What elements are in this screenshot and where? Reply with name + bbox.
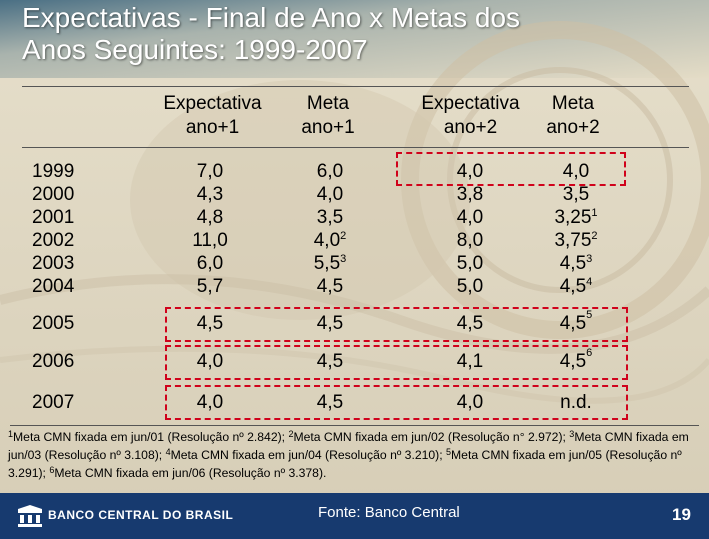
year-cell: 2002	[32, 230, 75, 251]
page-number: 19	[672, 505, 691, 524]
value-cell: 5,0	[456, 276, 484, 297]
value-cell: 4,0	[196, 392, 224, 413]
value-cell: 7,0	[196, 161, 224, 182]
title-line-2: Anos Seguintes: 1999-2007	[22, 34, 368, 65]
year-cell: 2004	[32, 276, 75, 297]
highlight-box-2007	[165, 385, 628, 420]
value-cell: 3,5	[562, 184, 590, 205]
value-cell: 3,752	[554, 230, 598, 251]
table-top-rule	[22, 86, 689, 87]
value-cell: 4,5	[196, 313, 224, 334]
year-cell: 1999	[32, 161, 75, 182]
year-cell-2006: 2006	[32, 351, 75, 372]
value-cell: 4,0	[456, 161, 484, 182]
value-cell: 4,5	[316, 313, 344, 334]
source-label: Fonte: Banco Central	[318, 504, 460, 521]
years-column: 1999 2000 2001 2002 2003 2004	[32, 160, 92, 298]
value-cell: 4,5	[316, 276, 344, 297]
value-cell: 4,1	[456, 351, 484, 372]
value-cell: 4,0	[456, 392, 484, 413]
year-cell-2007: 2007	[32, 392, 75, 413]
bcb-logo-text: BANCO CENTRAL DO BRASIL	[48, 508, 234, 522]
highlight-box-1999-ano2	[396, 152, 626, 186]
value-cell: 11,0	[192, 230, 228, 251]
value-cell: 3,8	[456, 184, 484, 205]
value-cell: 4,0	[196, 351, 224, 372]
title-line-1: Expectativas - Final de Ano x Metas dos	[22, 2, 521, 33]
value-cell: 5,7	[196, 276, 224, 297]
bcb-logo-icon	[18, 505, 42, 527]
value-cell: 5,53	[313, 253, 347, 274]
value-cell: 4,3	[196, 184, 224, 205]
value-cell: 4,5	[456, 313, 484, 334]
value-cell: 4,54	[559, 276, 593, 297]
value-cell: 4,5	[316, 351, 344, 372]
expectativa-ano1-column: 7,0 4,3 4,8 11,0 6,0 5,7	[170, 160, 250, 298]
value-cell: 4,55	[559, 309, 593, 334]
table-header-rule	[22, 147, 689, 148]
slide-title: Expectativas - Final de Ano x Metas dos …	[22, 2, 702, 66]
value-cell: 6,0	[196, 253, 224, 274]
meta-ano1-column: 6,0 4,0 3,5 4,02 5,53 4,5	[290, 160, 370, 298]
value-cell: 3,251	[554, 207, 598, 228]
value-cell: 4,56	[559, 347, 593, 372]
footnote-2: Meta CMN fixada em jun/02 (Resolução n° …	[293, 430, 566, 444]
meta-ano2-column: 4,0 3,5 3,251 3,752 4,53 4,54	[536, 160, 616, 298]
footnote-5: Meta CMN fixada em jun/05 (Resolução nº …	[8, 448, 682, 480]
year-cell: 2001	[32, 207, 75, 228]
value-cell: 4,53	[559, 253, 593, 274]
header-meta-ano2: Meta ano+2	[546, 93, 600, 138]
year-cell-2005: 2005	[32, 313, 75, 334]
value-cell: 5,0	[456, 253, 484, 274]
year-cell: 2000	[32, 184, 75, 205]
highlight-box-2005	[165, 307, 628, 342]
expectativa-ano2-column: 4,0 3,8 4,0 8,0 5,0 5,0	[430, 160, 510, 298]
footnote-6: Meta CMN fixada em jun/06 (Resolução nº …	[54, 466, 327, 480]
header-expectativa-ano2: Expectativa ano+2	[421, 93, 520, 138]
footnote-3: Meta CMN fixada em jun/03 (Resolução nº …	[8, 430, 689, 462]
footnote-1: Meta CMN fixada em jun/01 (Resolução nº …	[13, 430, 286, 444]
value-cell: 6,0	[316, 161, 344, 182]
header-expectativa-ano1: Expectativa ano+1	[163, 93, 262, 138]
footnotes: 1Meta CMN fixada em jun/01 (Resolução nº…	[8, 429, 689, 480]
value-cell: 4,8	[196, 207, 224, 228]
value-cell: 4,5	[316, 392, 344, 413]
year-cell: 2003	[32, 253, 75, 274]
footer-bar	[0, 493, 709, 539]
value-cell: 4,0	[316, 184, 344, 205]
value-cell: n.d.	[560, 392, 592, 413]
footnote-4: Meta CMN fixada em jun/04 (Resolução nº …	[170, 448, 443, 462]
value-cell: 3,5	[316, 207, 344, 228]
value-cell: 8,0	[456, 230, 484, 251]
highlight-box-2006	[165, 345, 628, 380]
header-meta-ano1: Meta ano+1	[301, 93, 355, 138]
value-cell: 4,0	[456, 207, 484, 228]
table-bottom-rule	[10, 425, 699, 426]
value-cell: 4,0	[562, 161, 590, 182]
value-cell: 4,02	[313, 230, 347, 251]
